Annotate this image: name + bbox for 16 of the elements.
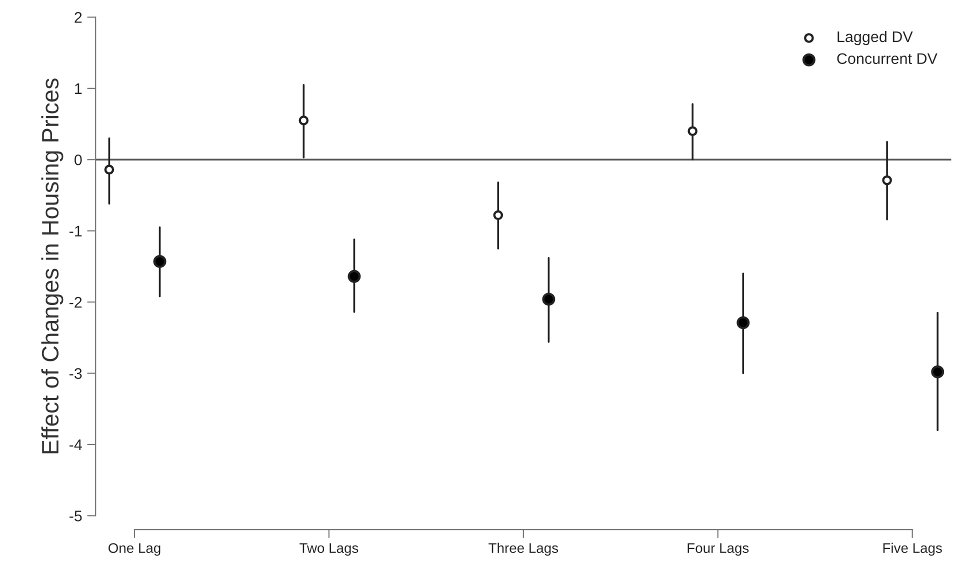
legend-label: Concurrent DV (837, 53, 938, 64)
x-tick-label: Five Lags (883, 542, 942, 556)
y-axis-title: Effect of Changes in Housing Prices (41, 78, 64, 454)
y-tick-label: -2 (70, 296, 82, 308)
y-tick-label: 2 (74, 12, 82, 23)
x-tick-label: One Lag (108, 543, 160, 556)
y-tick-label: -3 (70, 368, 82, 379)
x-tick-label: Two Lags (300, 543, 358, 556)
y-tick-label: 1 (75, 83, 82, 94)
x-tick-label: Four Lags (688, 543, 749, 556)
y-tick-label: -5 (70, 510, 82, 522)
y-tick-label: -4 (70, 440, 82, 450)
x-tick-label: Three Lags (488, 542, 558, 556)
legend-label: Lagged DV (838, 30, 913, 46)
y-tick-label: -1 (70, 226, 82, 236)
y-tick-label: 0 (74, 154, 82, 166)
